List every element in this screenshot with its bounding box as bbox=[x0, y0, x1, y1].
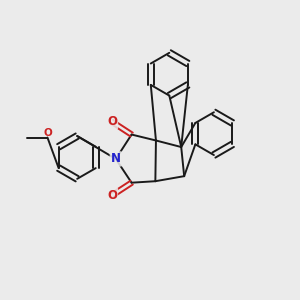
Text: N: N bbox=[111, 152, 121, 165]
Text: N: N bbox=[111, 152, 121, 165]
Text: O: O bbox=[107, 115, 117, 128]
Text: O: O bbox=[107, 115, 117, 128]
Text: O: O bbox=[107, 189, 117, 202]
Text: O: O bbox=[107, 189, 117, 202]
Text: O: O bbox=[43, 128, 52, 138]
